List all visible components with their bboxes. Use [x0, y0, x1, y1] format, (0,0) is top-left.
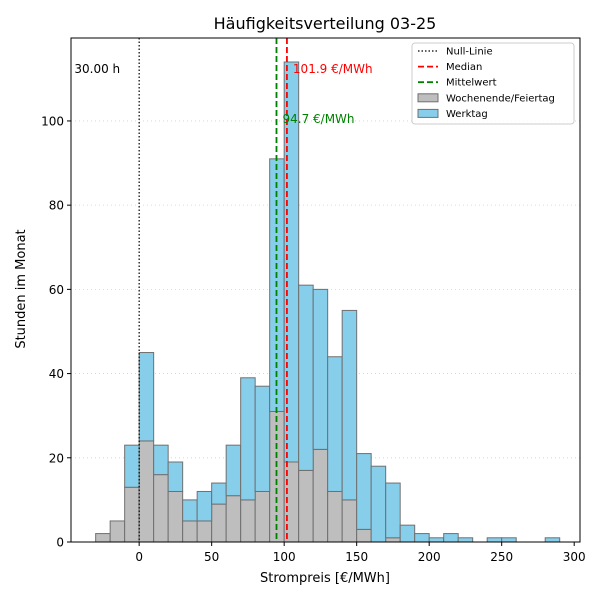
bar-werktag: [138, 352, 155, 442]
bar-werktag: [153, 444, 169, 476]
legend-label: Mittelwert: [446, 78, 497, 89]
legend-label: Null-Linie: [446, 47, 493, 58]
bar-werktag: [124, 444, 140, 488]
bar-werktag: [370, 465, 387, 543]
reference-lines: 30.00 h 101.9 €/MWh 94.7 €/MWh: [74, 38, 373, 542]
bar-wochenende: [109, 520, 126, 543]
bar-wochenende: [225, 495, 242, 543]
bar-wochenende: [153, 474, 169, 543]
bar-werktag: [225, 444, 242, 497]
x-tick-label: 0: [135, 550, 143, 564]
legend-swatch: [417, 108, 439, 118]
bar-wochenende: [240, 499, 256, 543]
axes: 0 50 100 150 200 250 300 0 20 40 60 80 100: [41, 114, 586, 564]
bar-werktag: [457, 537, 474, 543]
bar-wochenende: [312, 448, 329, 543]
bar-wochenende: [385, 537, 401, 543]
x-axis-label: Strompreis [€/MWh]: [260, 571, 390, 586]
bar-wochenende: [269, 410, 285, 543]
bar-wochenende: [298, 469, 314, 543]
bar-wochenende: [95, 533, 111, 543]
legend-swatch: [417, 93, 439, 103]
bar-werktag: [167, 461, 184, 492]
legend-label: Median: [446, 62, 482, 73]
bar-wochenende: [196, 520, 213, 543]
bar-wochenende: [254, 490, 271, 543]
x-tick-label: 100: [273, 550, 296, 564]
x-tick-label: 250: [490, 550, 513, 564]
bar-wochenende: [167, 490, 184, 543]
bar-werktag: [399, 524, 416, 543]
y-tick-label: 80: [49, 199, 64, 213]
bar-werktag: [327, 356, 343, 492]
bar-wochenende: [356, 528, 372, 543]
y-tick-label: 100: [41, 114, 64, 128]
legend: Null-Linie Median Mittelwert Wochenende/Fei…: [411, 42, 575, 125]
y-tick-label: 20: [49, 451, 64, 465]
bar-werktag: [486, 537, 503, 543]
bar-werktag: [341, 309, 358, 501]
x-tick-label: 150: [345, 550, 368, 564]
plot-frame: [70, 37, 581, 543]
y-axis-label: Stunden im Monat: [14, 229, 29, 348]
bar-werktag: [544, 537, 561, 543]
chart-title: Häufigkeitsverteilung 03-25: [214, 14, 437, 33]
legend-box: [411, 42, 575, 125]
x-tick-label: 300: [563, 550, 586, 564]
bar-wochenende: [124, 486, 140, 543]
reference-line-label: 101.9 €/MWh: [293, 62, 373, 76]
bar-werktag: [312, 288, 329, 450]
reference-line-label: 30.00 h: [74, 62, 120, 76]
bar-werktag: [240, 377, 256, 501]
bar-werktag: [414, 533, 430, 543]
bars: [95, 61, 561, 543]
x-tick-label: 200: [418, 550, 441, 564]
bar-wochenende: [211, 503, 227, 543]
bar-werktag: [196, 490, 213, 522]
y-tick-label: 0: [56, 536, 64, 550]
bar-wochenende: [341, 499, 358, 543]
legend-label: Werktag: [446, 109, 488, 120]
bar-werktag: [501, 537, 517, 543]
reference-line-label: 94.7 €/MWh: [282, 112, 354, 126]
bar-werktag: [211, 482, 227, 505]
y-tick-label: 40: [49, 367, 64, 381]
bar-werktag: [182, 499, 198, 522]
bar-werktag: [443, 533, 459, 543]
bar-werktag: [298, 284, 314, 471]
x-tick-label: 50: [204, 550, 219, 564]
bar-wochenende: [327, 490, 343, 543]
bar-wochenende: [182, 520, 198, 543]
y-tick-label: 60: [49, 283, 64, 297]
bar-wochenende: [138, 440, 155, 543]
bar-werktag: [254, 385, 271, 492]
bar-werktag: [428, 537, 445, 543]
bar-werktag: [356, 453, 372, 530]
bar-werktag: [385, 482, 401, 539]
legend-label: Wochenende/Feiertag: [446, 93, 555, 104]
